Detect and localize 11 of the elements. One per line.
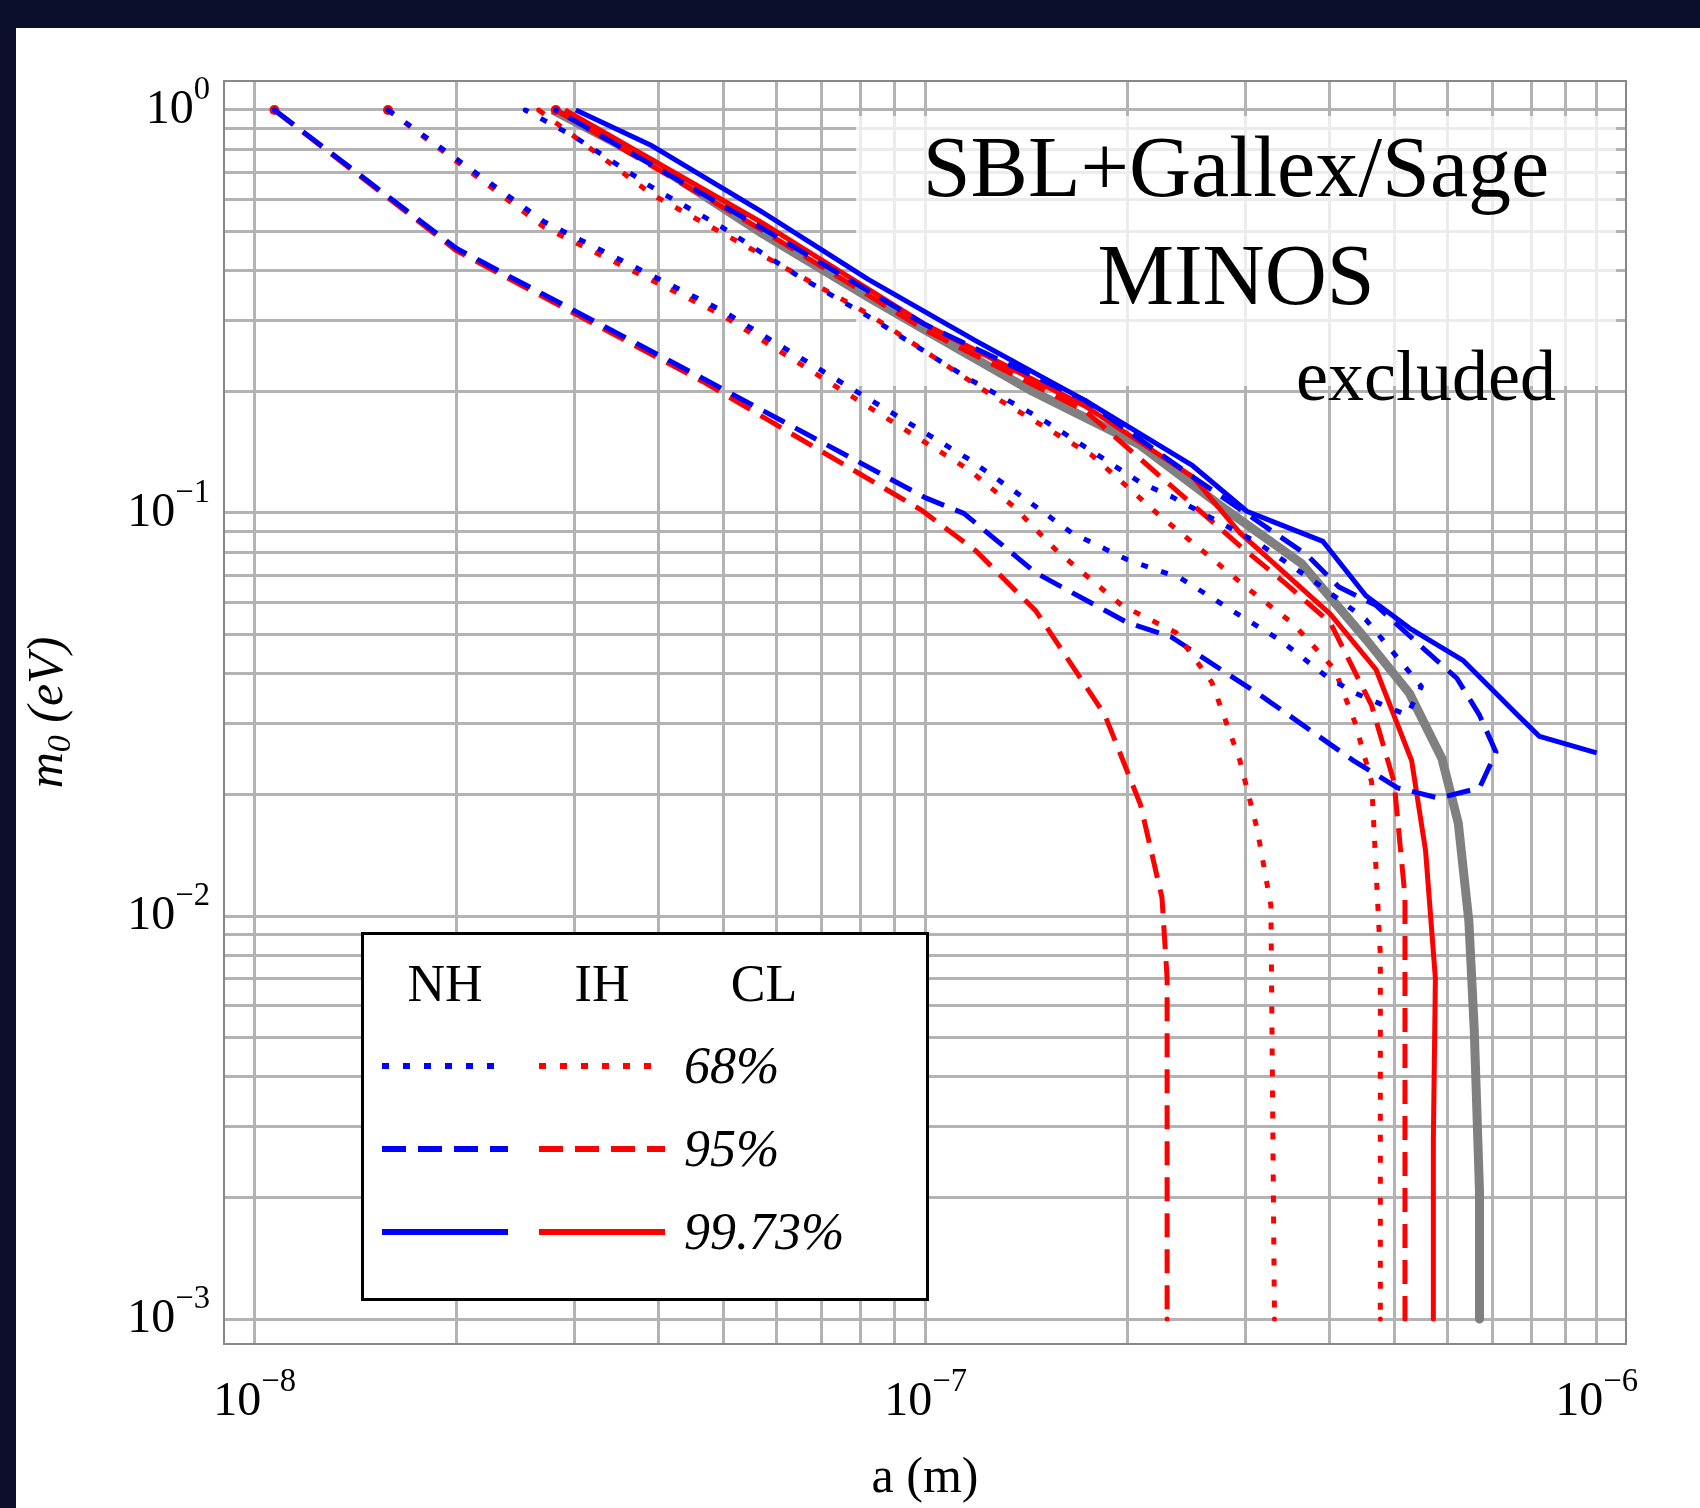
annotation: CL [730, 955, 798, 1012]
y-axis-title: m0 (eV) [17, 636, 78, 789]
annotation: 99.73% [684, 1203, 845, 1260]
annotation: MINOS [1097, 226, 1375, 323]
annotation: NH [407, 955, 483, 1012]
x-axis-title: a (m) [871, 1447, 979, 1504]
annotation: 95% [684, 1120, 780, 1177]
annotation: 68% [684, 1037, 780, 1094]
annotation: excluded [1296, 335, 1556, 416]
annotation: IH [574, 955, 630, 1012]
annotation: SBL+Gallex/Sage [922, 118, 1550, 215]
